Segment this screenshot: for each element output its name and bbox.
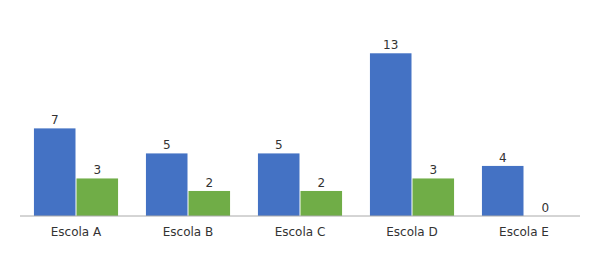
data-label: 4 bbox=[499, 151, 507, 165]
data-label: 3 bbox=[93, 163, 101, 177]
bar bbox=[370, 53, 412, 216]
data-labels: 7 5 5 13 4 3 2 2 3 0 bbox=[51, 38, 549, 215]
bar bbox=[34, 128, 76, 216]
data-label: 7 bbox=[51, 113, 59, 127]
data-label: 3 bbox=[429, 163, 437, 177]
data-label: 5 bbox=[275, 138, 283, 152]
bar bbox=[77, 178, 119, 216]
x-tick-label: Escola D bbox=[386, 225, 438, 239]
x-tick-label: Escola E bbox=[499, 225, 549, 239]
data-label: 2 bbox=[205, 176, 213, 190]
x-tick-label: Escola B bbox=[163, 225, 214, 239]
data-label: 5 bbox=[163, 138, 171, 152]
x-tick-label: Escola C bbox=[275, 225, 326, 239]
chart: 75513432230Escola AEscola BEscola CEscol… bbox=[0, 0, 600, 260]
data-label: 2 bbox=[317, 176, 325, 190]
bar bbox=[301, 191, 343, 216]
chart-container: 75513432230Escola AEscola BEscola CEscol… bbox=[0, 0, 600, 260]
bar bbox=[482, 166, 524, 216]
bar bbox=[146, 153, 188, 216]
x-tick-labels: Escola A Escola B Escola C Escola D Escola E bbox=[51, 225, 549, 239]
bar bbox=[413, 178, 455, 216]
bars bbox=[34, 53, 524, 216]
bar bbox=[189, 191, 231, 216]
x-tick-label: Escola A bbox=[51, 225, 102, 239]
data-label: 13 bbox=[383, 38, 398, 52]
bar bbox=[258, 153, 300, 216]
data-label: 0 bbox=[541, 201, 549, 215]
x-axis-line bbox=[20, 216, 580, 217]
